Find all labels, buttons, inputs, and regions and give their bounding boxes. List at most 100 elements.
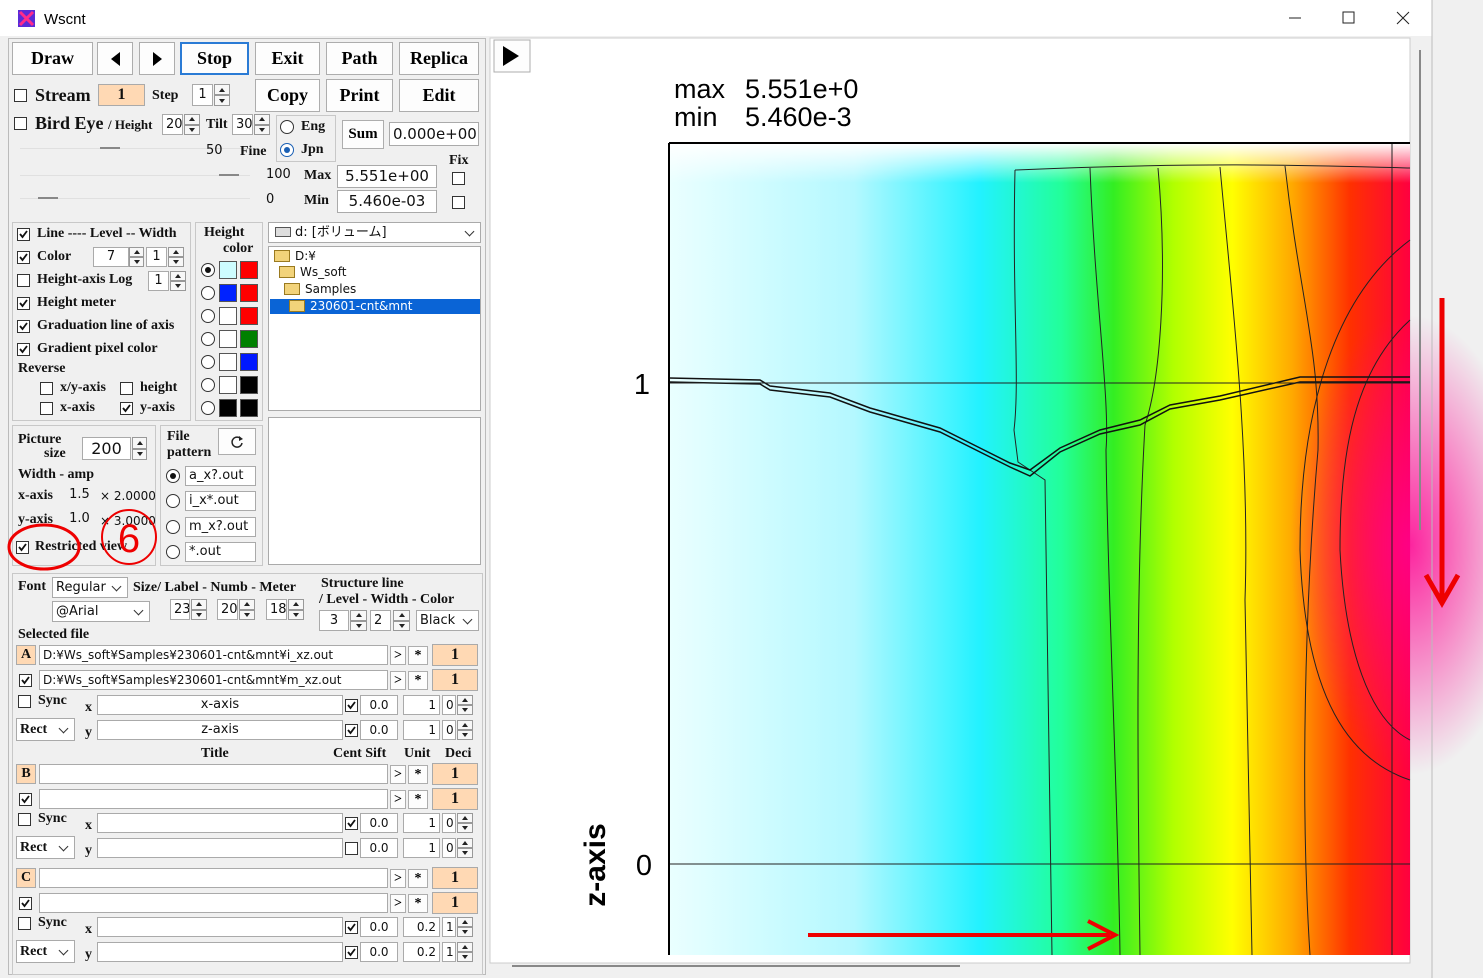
spin-button[interactable] xyxy=(457,705,473,715)
unit[interactable]: 0.2 xyxy=(403,917,440,937)
spin-button[interactable] xyxy=(457,917,473,927)
checkbox[interactable] xyxy=(16,541,29,554)
color-swatch[interactable] xyxy=(240,261,258,279)
checkbox[interactable] xyxy=(17,228,30,241)
text-field[interactable]: 18 xyxy=(266,599,287,620)
button[interactable]: Exit xyxy=(255,42,320,75)
cent-shift[interactable]: 0.0 xyxy=(360,942,398,962)
button[interactable]: * xyxy=(408,869,428,888)
checkbox[interactable] xyxy=(40,382,53,395)
color-swatch[interactable] xyxy=(240,307,258,325)
button[interactable]: Stop xyxy=(180,42,249,75)
spin-button[interactable] xyxy=(288,599,304,610)
spin-button[interactable] xyxy=(170,281,186,291)
spin-button[interactable] xyxy=(457,823,473,833)
spin-button[interactable] xyxy=(168,257,184,267)
button[interactable]: > xyxy=(390,671,406,690)
checkbox[interactable] xyxy=(18,813,31,826)
button[interactable]: Copy xyxy=(255,79,320,112)
button[interactable]: Edit xyxy=(399,79,479,112)
spin-button[interactable] xyxy=(457,848,473,858)
color-swatch[interactable] xyxy=(219,261,237,279)
spin-button[interactable] xyxy=(191,609,207,620)
cent-shift[interactable]: 0.0 xyxy=(360,838,398,858)
checkbox[interactable] xyxy=(19,674,32,687)
combo-box[interactable]: Rect xyxy=(16,940,75,963)
color-swatch[interactable] xyxy=(219,353,237,371)
button[interactable]: * xyxy=(408,894,428,913)
file-count[interactable]: 1 xyxy=(432,867,478,889)
next-button[interactable] xyxy=(139,42,175,75)
checkbox[interactable] xyxy=(345,946,358,959)
spin-button[interactable] xyxy=(457,730,473,740)
pattern-option[interactable]: m_x?.out xyxy=(185,516,256,537)
color-swatch[interactable] xyxy=(240,330,258,348)
group-label[interactable]: A xyxy=(16,645,36,665)
spin-button[interactable] xyxy=(350,620,367,631)
spin-button[interactable] xyxy=(457,952,473,962)
slider-track[interactable] xyxy=(20,148,250,149)
button[interactable]: * xyxy=(408,671,428,690)
pattern-option[interactable]: a_x?.out xyxy=(185,466,256,486)
text-field[interactable]: 1.0 xyxy=(62,510,97,530)
cent-shift[interactable]: 0.0 xyxy=(360,720,398,740)
checkbox[interactable] xyxy=(345,842,358,855)
radio[interactable] xyxy=(201,401,215,415)
file-path[interactable] xyxy=(39,893,388,913)
decimals[interactable]: 1 xyxy=(442,942,456,962)
checkbox[interactable] xyxy=(19,793,32,806)
radio[interactable] xyxy=(280,143,294,157)
spin-button[interactable] xyxy=(457,695,473,705)
color-swatch[interactable] xyxy=(219,330,237,348)
max-slider-value[interactable]: 100 xyxy=(263,166,297,186)
spin-button[interactable] xyxy=(254,114,270,125)
button[interactable]: * xyxy=(408,790,428,809)
slider-thumb[interactable] xyxy=(38,197,58,199)
spin-button[interactable] xyxy=(350,610,367,621)
group-label[interactable]: C xyxy=(16,868,36,888)
cent-shift[interactable]: 0.0 xyxy=(360,917,398,937)
refresh-button[interactable] xyxy=(218,428,256,455)
text-field[interactable]: 20 xyxy=(162,114,183,135)
min-slider-value[interactable]: 0 xyxy=(263,191,297,211)
checkbox[interactable] xyxy=(18,917,31,930)
text-field[interactable]: 1 xyxy=(192,84,213,106)
color-swatch[interactable] xyxy=(240,376,258,394)
checkbox[interactable] xyxy=(345,817,358,830)
button[interactable]: * xyxy=(408,765,428,784)
file-count[interactable]: 1 xyxy=(432,892,478,914)
checkbox[interactable] xyxy=(17,320,30,333)
color-swatch[interactable] xyxy=(219,307,237,325)
spin-button[interactable] xyxy=(129,257,144,267)
radio[interactable] xyxy=(201,332,215,346)
axis-title[interactable] xyxy=(97,838,343,858)
file-path[interactable]: D:¥Ws_soft¥Samples¥230601-cnt&mnt¥i_xz.o… xyxy=(39,645,388,665)
file-path[interactable] xyxy=(39,789,388,809)
combo-box[interactable]: Black xyxy=(416,610,479,631)
picture-size[interactable]: 200 xyxy=(82,437,131,460)
file-count[interactable]: 1 xyxy=(432,669,478,691)
axis-title[interactable] xyxy=(97,942,343,962)
spin-button[interactable] xyxy=(254,124,270,135)
slider-thumb[interactable] xyxy=(100,147,120,149)
spin-button[interactable] xyxy=(132,448,147,460)
radio[interactable] xyxy=(201,378,215,392)
decimals[interactable]: 0 xyxy=(442,813,456,833)
radio[interactable] xyxy=(166,544,180,559)
checkbox[interactable] xyxy=(19,897,32,910)
spin-button[interactable] xyxy=(191,599,207,610)
spin-button[interactable] xyxy=(457,927,473,937)
min-value[interactable]: 5.460e-03 xyxy=(337,190,437,213)
combo-box[interactable]: d: [ボリューム] xyxy=(268,222,481,243)
checkbox[interactable] xyxy=(452,172,465,185)
spin-button[interactable] xyxy=(170,271,186,281)
color-swatch[interactable] xyxy=(219,376,237,394)
text-field[interactable]: 3 xyxy=(319,610,349,631)
text-field[interactable]: 1 xyxy=(146,247,167,267)
file-path[interactable]: D:¥Ws_soft¥Samples¥230601-cnt&mnt¥m_xz.o… xyxy=(39,670,388,690)
radio[interactable] xyxy=(166,519,180,534)
cent-shift[interactable]: 0.0 xyxy=(360,813,398,833)
checkbox[interactable] xyxy=(14,89,27,102)
color-swatch[interactable] xyxy=(240,284,258,302)
decimals[interactable]: 0 xyxy=(442,720,456,740)
